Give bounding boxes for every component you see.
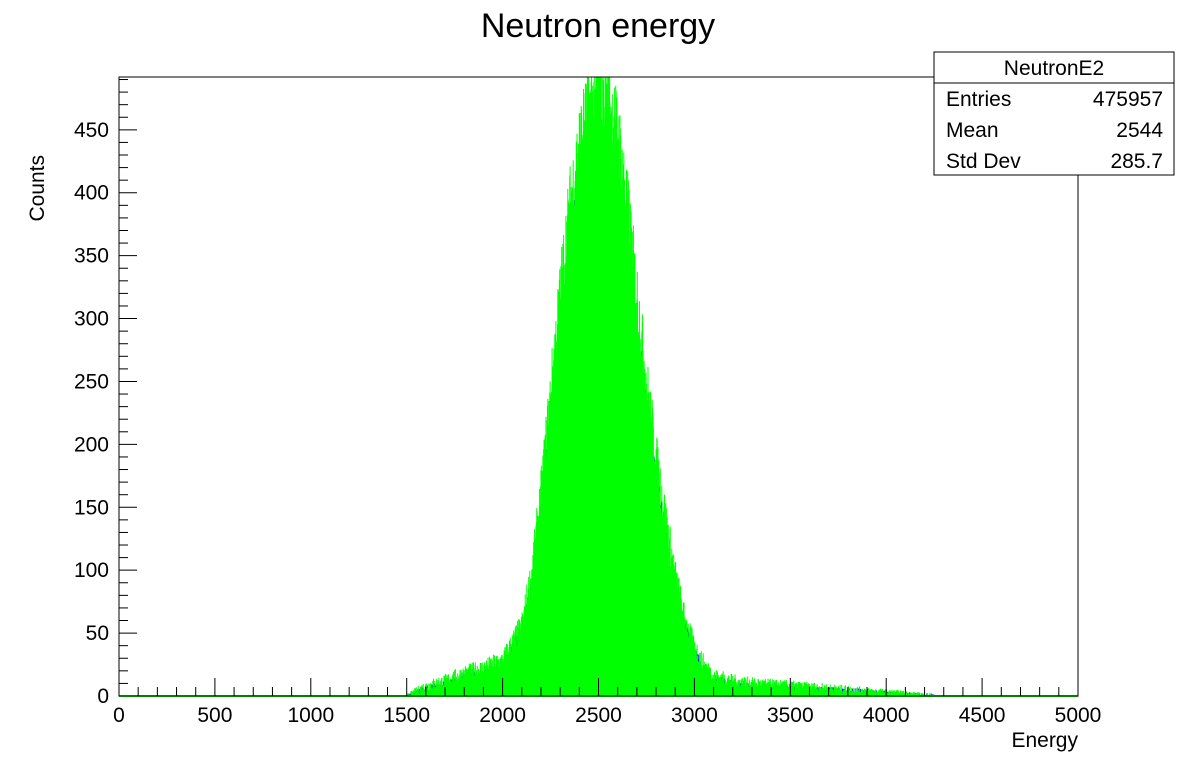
- x-tick-label: 4500: [959, 704, 1006, 727]
- x-tick-label: 5000: [1055, 704, 1102, 727]
- stats-box-frame: [933, 51, 1175, 176]
- stats-entries-label: Entries: [946, 88, 1011, 111]
- x-tick-label: 1000: [287, 704, 334, 727]
- y-tick-label: 300: [74, 308, 109, 331]
- x-tick-label: 2500: [575, 704, 622, 727]
- stats-stddev-value: 285.7: [1110, 150, 1163, 173]
- stats-stddev-label: Std Dev: [946, 150, 1021, 173]
- stats-mean-label: Mean: [946, 119, 999, 142]
- y-tick-label: 400: [74, 182, 109, 205]
- y-tick-label: 350: [74, 245, 109, 268]
- stats-mean-value: 2544: [1116, 119, 1163, 142]
- x-axis-title: Energy: [1011, 729, 1078, 752]
- y-tick-label: 250: [74, 370, 109, 393]
- x-tick-label: 1500: [383, 704, 430, 727]
- y-axis: 0 50 100 150 200 250 300 350 400 450: [74, 79, 137, 708]
- x-tick-label: 3000: [671, 704, 718, 727]
- y-axis-title: Counts: [26, 155, 49, 222]
- x-tick-label: 4000: [863, 704, 910, 727]
- x-tick-label: 3500: [767, 704, 814, 727]
- series-1: [119, 77, 1078, 697]
- y-tick-label: 200: [74, 433, 109, 456]
- stats-entries-value: 475957: [1093, 88, 1163, 111]
- y-tick-label: 0: [97, 685, 109, 708]
- x-tick-label: 500: [197, 704, 232, 727]
- y-tick-label: 450: [74, 119, 109, 142]
- stats-box-name: NeutronE2: [1004, 57, 1104, 80]
- y-tick-label: 50: [86, 622, 109, 645]
- x-tick-label: 2000: [479, 704, 526, 727]
- series-layer: [119, 77, 1078, 697]
- x-axis: 0 500 1000 1500 2000 2500 3000 3500 4000 4500 5000: [113, 678, 1101, 727]
- y-tick-label: 150: [74, 496, 109, 519]
- chart-title: Neutron energy: [481, 7, 715, 45]
- y-tick-label: 100: [74, 559, 109, 582]
- x-tick-label: 0: [113, 704, 125, 727]
- stats-box: NeutronE2 Entries 475957 Mean 2544 Std D…: [933, 51, 1175, 176]
